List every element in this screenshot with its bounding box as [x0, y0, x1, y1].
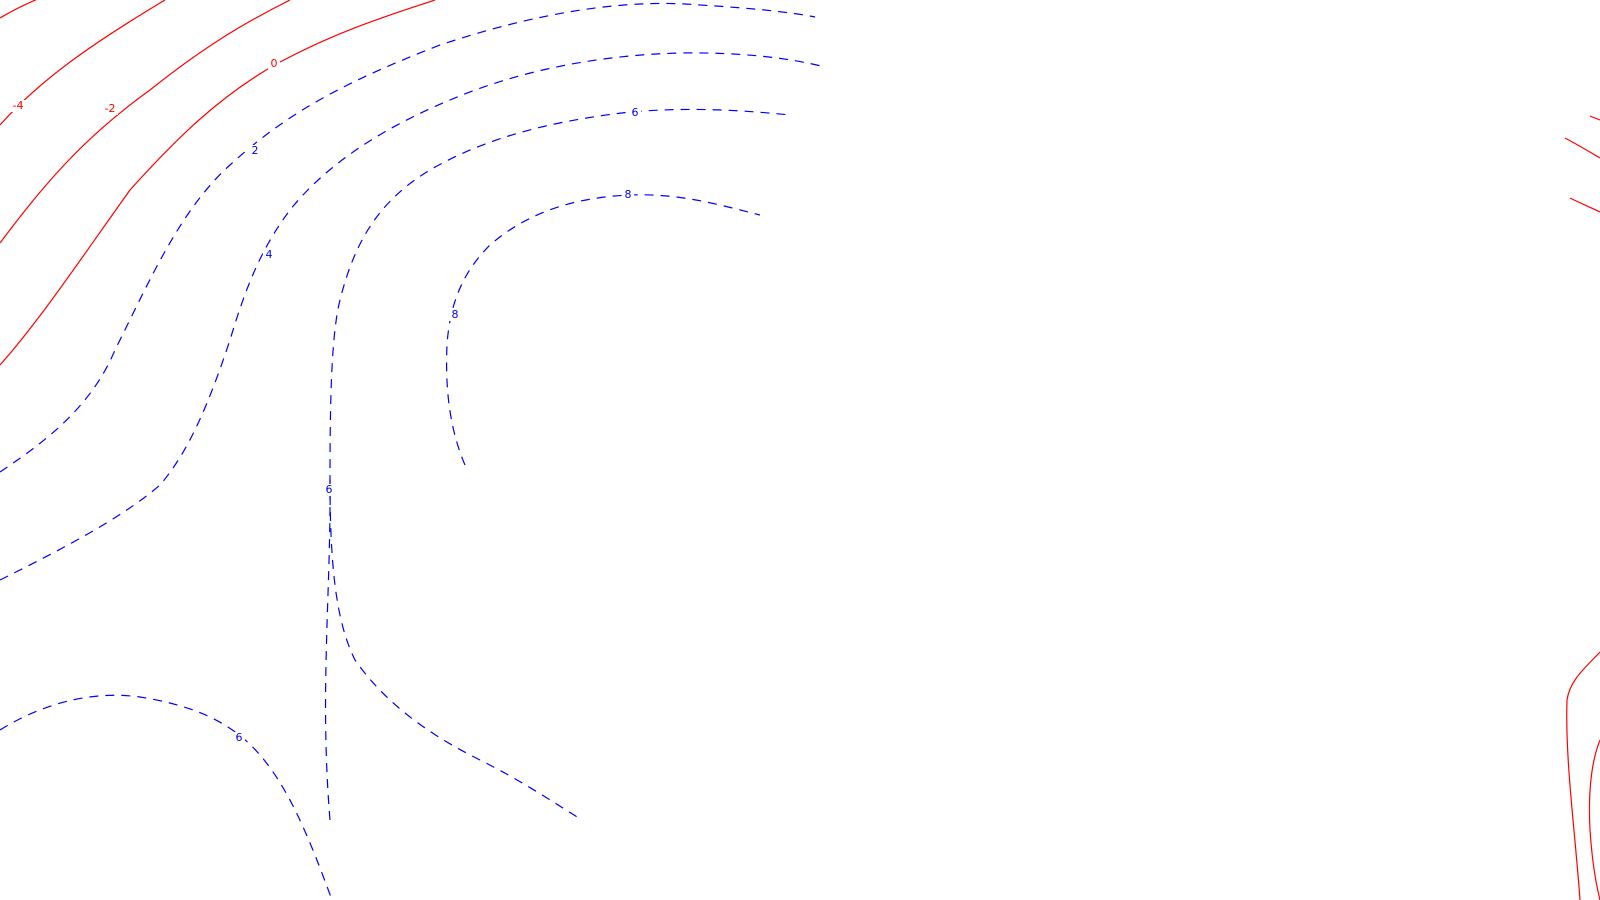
- contour-label-zero: 0: [268, 57, 280, 70]
- contour-line-right-5: [1588, 739, 1600, 900]
- contour-label-neg4: -4: [11, 99, 25, 112]
- contour-line-right-3: [1569, 197, 1600, 213]
- contour-line-zero: [0, 0, 436, 366]
- svg-text:4: 4: [266, 248, 273, 261]
- svg-text:0: 0: [271, 57, 278, 70]
- contour-label-pos8-top: 8: [622, 188, 634, 201]
- contour-label-pos6-top: 6: [629, 106, 641, 119]
- contour-line-right-2: [1564, 137, 1600, 159]
- contour-line-right-1: [1589, 115, 1600, 121]
- contour-line-neg2: [0, 0, 291, 244]
- svg-text:2: 2: [252, 144, 259, 157]
- contour-label-pos6-bottom: 6: [233, 731, 245, 744]
- contour-line-pos8: [445, 194, 761, 466]
- svg-text:8: 8: [452, 308, 459, 321]
- contour-line-right-4: [1566, 651, 1600, 900]
- svg-text:6: 6: [326, 483, 333, 496]
- contour-label-pos4: 4: [263, 248, 275, 261]
- contour-label-neg2: -2: [102, 102, 118, 115]
- svg-text:-2: -2: [105, 102, 116, 115]
- svg-text:6: 6: [236, 731, 243, 744]
- contour-line-neg4: [0, 0, 37, 19]
- contour-line-pos2: [0, 2, 816, 473]
- svg-text:-4: -4: [13, 99, 24, 112]
- contour-label-pos6-mid: 6: [323, 483, 335, 496]
- contour-line-pos6-mid: [329, 479, 583, 821]
- contour-line-pos6-top: [324, 108, 791, 821]
- svg-text:6: 6: [632, 106, 639, 119]
- contour-label-pos8-left: 8: [449, 308, 461, 321]
- contour-label-pos2: 2: [249, 144, 261, 157]
- contour-line-pos6-bottom: [0, 694, 333, 900]
- contour-line-pos4: [0, 52, 826, 581]
- svg-text:8: 8: [625, 188, 632, 201]
